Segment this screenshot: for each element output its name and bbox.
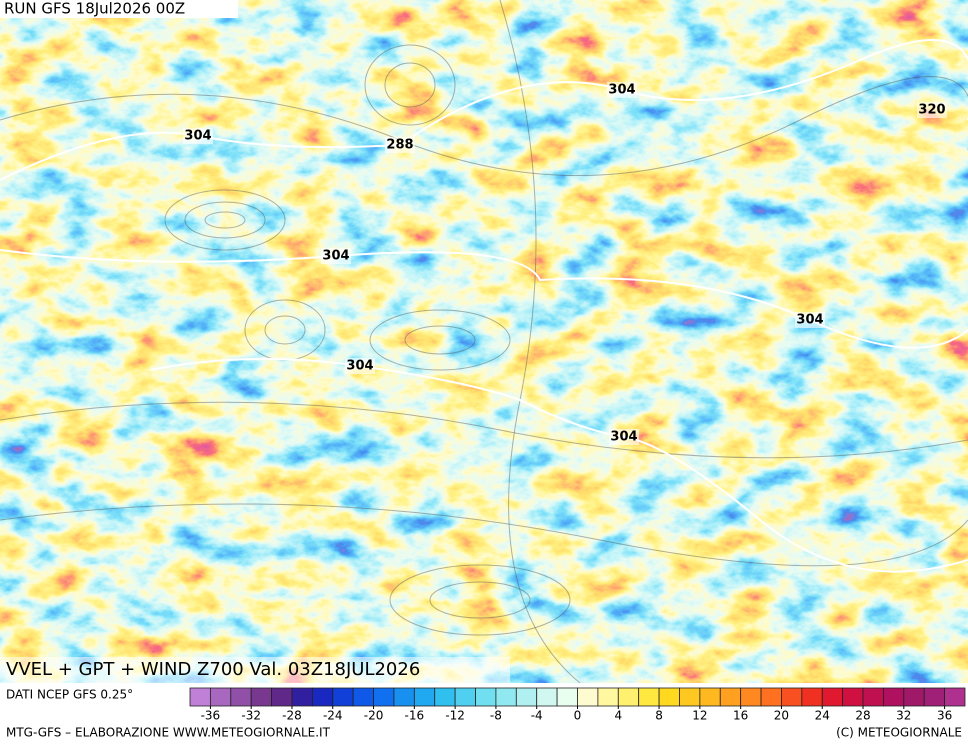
footer-left: MTG-GFS – ELABORAZIONE WWW.METEOGIORNALE…: [6, 726, 331, 740]
colorbar-box: [434, 687, 456, 707]
colorbar-box: [373, 687, 395, 707]
colorbar-tick-label: 36: [937, 709, 952, 723]
colorbar-box: [495, 687, 517, 707]
contour-label: 320: [918, 103, 945, 118]
contour-label: 304: [184, 129, 211, 144]
contour-label: 304: [346, 359, 373, 374]
contour-label: 304: [322, 249, 349, 264]
colorbar-box: [923, 687, 946, 707]
colorbar-box: [699, 687, 721, 707]
colorbar-tick-label: -8: [490, 709, 502, 723]
title-backdrop: [0, 657, 510, 683]
contour-label-bg: [609, 429, 639, 445]
colorbar-tick-label: -32: [241, 709, 261, 723]
colorbar-box: [515, 687, 538, 707]
colorbar-box: [617, 687, 640, 707]
wind-streamlines: [0, 0, 968, 684]
contour-label-bg: [345, 358, 375, 374]
header-backdrop: [0, 0, 238, 18]
colorbar-box: [781, 687, 803, 707]
colorbar-box: [597, 687, 619, 707]
colorbar-tick-label: 28: [855, 709, 870, 723]
colorbar-box: [577, 687, 599, 707]
source-label: DATI NCEP GFS 0.25°: [6, 688, 133, 702]
colorbar-box: [413, 687, 436, 707]
colorbar-tick-label: 12: [692, 709, 707, 723]
colorbar-box: [352, 687, 374, 707]
map-title: VVEL + GPT + WIND Z700 Val. 03Z18JUL2026: [6, 659, 420, 680]
colorbar-box: [719, 687, 742, 707]
colorbar-box: [740, 687, 762, 707]
colorbar-box: [801, 687, 823, 707]
colorbar-box: [332, 687, 354, 707]
colorbar-box: [842, 687, 864, 707]
contour-label-bg: [795, 312, 825, 328]
colorbar-box: [454, 687, 476, 707]
colorbar-box: [536, 687, 558, 707]
colorbar-tick-label: 20: [774, 709, 789, 723]
colorbar-tick-label: -20: [364, 709, 384, 723]
contour-label: 304: [610, 430, 637, 445]
colorbar-box: [760, 687, 782, 707]
colorbar-box: [658, 687, 680, 707]
contour-label-bg: [917, 102, 947, 118]
colorbar-tick-label: -28: [282, 709, 302, 723]
colorbar-box: [944, 687, 966, 707]
colorbar-box: [556, 687, 578, 707]
contour-label-bg: [385, 137, 415, 153]
colorbar-box: [291, 687, 313, 707]
footer-right: (C) METEOGIORNALE: [836, 726, 962, 740]
colorbar-tick-label: -24: [323, 709, 343, 723]
colorbar-tick-label: 0: [574, 709, 582, 723]
colorbar-box: [311, 687, 334, 707]
colorbar-box: [230, 687, 252, 707]
colorbar-box: [271, 687, 293, 707]
colorbar-box: [475, 687, 497, 707]
colorbar-box: [189, 687, 211, 707]
contour-label-bg: [183, 128, 213, 144]
colorbar-tick-label: 24: [815, 709, 830, 723]
colorbar-tick-label: 4: [614, 709, 622, 723]
colorbar-tick-label: -12: [445, 709, 465, 723]
colorbar-tick-label: 8: [655, 709, 663, 723]
contour-label: 304: [796, 313, 823, 328]
colorbar-box: [679, 687, 701, 707]
colorbar-box: [393, 687, 415, 707]
colorbar-tick-label: 32: [896, 709, 911, 723]
colorbar-box: [821, 687, 844, 707]
colorbar-box: [903, 687, 925, 707]
colorbar-box: [250, 687, 272, 707]
colorbar-tick-label: 16: [733, 709, 748, 723]
contour-label: 304: [608, 83, 635, 98]
colorbar-box: [883, 687, 905, 707]
colorbar-tick-label: -4: [531, 709, 543, 723]
colorbar-box: [209, 687, 232, 707]
colorbar-box: [862, 687, 884, 707]
vertical-velocity-field: [0, 0, 968, 683]
contour-label-bg: [607, 82, 637, 98]
contour-label-bg: [321, 248, 351, 264]
colorbar-box: [638, 687, 660, 707]
run-label: RUN GFS 18Jul2026 00Z: [4, 0, 185, 18]
contour-label: 288: [386, 138, 413, 153]
colorbar-tick-label: -36: [201, 709, 221, 723]
colorbar-tick-label: -16: [405, 709, 425, 723]
